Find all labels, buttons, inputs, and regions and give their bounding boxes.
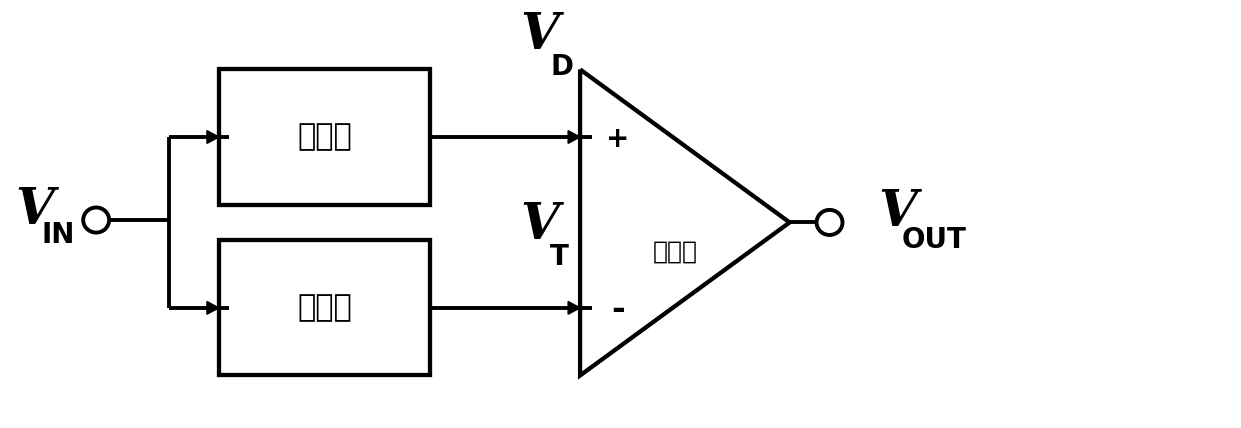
Text: OUT: OUT xyxy=(902,226,967,254)
Text: V: V xyxy=(877,188,917,237)
Text: -: - xyxy=(611,293,625,326)
Text: T: T xyxy=(550,243,570,271)
Text: D: D xyxy=(550,53,573,81)
Text: V: V xyxy=(15,186,53,235)
Bar xyxy=(218,69,431,205)
Text: 比较器: 比较器 xyxy=(653,239,697,263)
Text: V: V xyxy=(520,11,558,60)
Text: 延时器: 延时器 xyxy=(298,122,352,152)
Polygon shape xyxy=(207,301,218,314)
Polygon shape xyxy=(207,131,218,143)
Text: +: + xyxy=(607,125,629,153)
Text: V: V xyxy=(520,201,558,250)
Text: 衰减器: 衰减器 xyxy=(298,293,352,322)
Polygon shape xyxy=(568,131,580,143)
Bar xyxy=(218,240,431,375)
Polygon shape xyxy=(568,301,580,314)
Text: IN: IN xyxy=(42,221,74,250)
